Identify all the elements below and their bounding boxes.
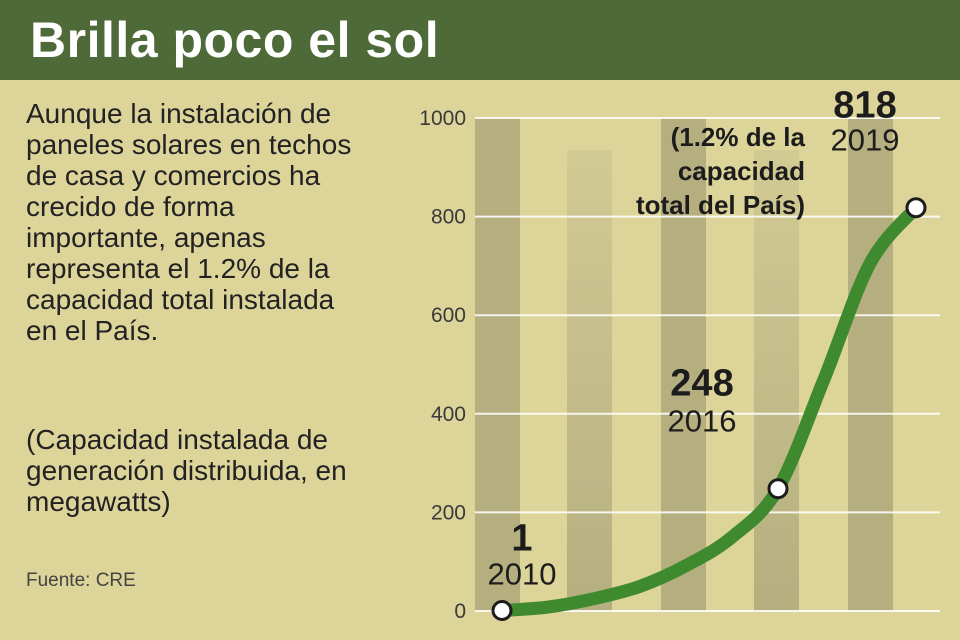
annotation-line: (1.2% de la xyxy=(671,122,806,152)
annotation-line: capacidad xyxy=(678,156,805,186)
chart-band xyxy=(848,118,893,611)
y-tick-label: 0 xyxy=(454,600,466,623)
chart-band xyxy=(754,150,799,611)
page-title: Brilla poco el sol xyxy=(30,12,440,68)
header-bar: Brilla poco el sol xyxy=(0,0,960,80)
y-tick-label: 800 xyxy=(431,206,466,229)
source-label: Fuente: CRE xyxy=(26,570,136,591)
y-tick-label: 400 xyxy=(431,403,466,426)
data-label-year: 2016 xyxy=(668,404,737,439)
chart-band xyxy=(567,150,612,611)
data-label-value: 818 xyxy=(833,85,896,127)
annotation-line: total del País) xyxy=(636,190,805,220)
y-tick-label: 200 xyxy=(431,501,466,524)
y-tick-label: 600 xyxy=(431,304,466,327)
chart-band xyxy=(661,118,706,611)
data-label-value: 248 xyxy=(670,363,733,405)
data-label-year: 2019 xyxy=(831,123,900,158)
data-label-year: 2010 xyxy=(488,557,557,592)
chart-band xyxy=(475,118,520,611)
data-point-2019 xyxy=(905,197,927,219)
data-point-2016 xyxy=(767,478,789,500)
y-tick-label: 1000 xyxy=(419,107,466,130)
data-label-value: 1 xyxy=(511,518,532,560)
data-point-2010 xyxy=(491,600,513,622)
series-line xyxy=(495,201,923,618)
units-note: (Capacidad instalada de generación distr… xyxy=(26,424,347,517)
description-text: Aunque la instalación de paneles solares… xyxy=(26,98,352,346)
